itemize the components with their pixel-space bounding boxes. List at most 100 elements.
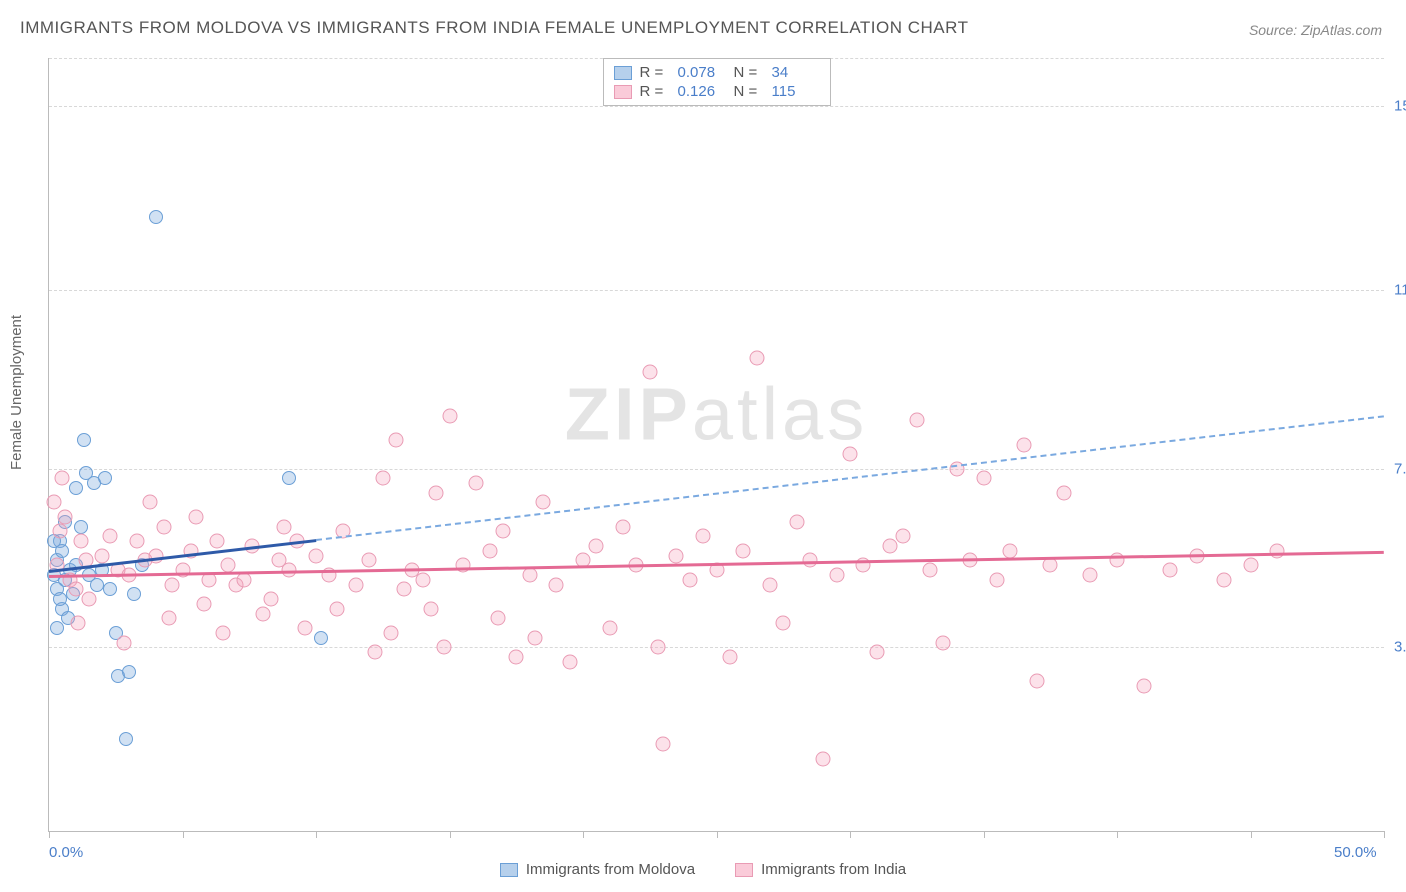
x-tick (49, 831, 50, 838)
scatter-point (482, 543, 497, 558)
scatter-point (843, 447, 858, 462)
scatter-point (74, 534, 89, 549)
scatter-point (69, 481, 83, 495)
scatter-point (1163, 563, 1178, 578)
scatter-point (215, 625, 230, 640)
scatter-point (127, 587, 141, 601)
scatter-point (1243, 558, 1258, 573)
y-tick-label: 7.5% (1386, 460, 1406, 477)
scatter-point (74, 520, 88, 534)
legend-stat-row: R = 0.078 N = 34 (614, 63, 820, 82)
scatter-point (923, 563, 938, 578)
scatter-point (495, 524, 510, 539)
legend-swatch (735, 863, 753, 877)
gridline (49, 469, 1384, 470)
gridline (49, 647, 1384, 648)
x-tick (984, 831, 985, 838)
scatter-point (362, 553, 377, 568)
scatter-point (650, 640, 665, 655)
stat-label: N = (734, 64, 764, 81)
scatter-point (98, 471, 112, 485)
scatter-point (95, 548, 110, 563)
scatter-point (415, 572, 430, 587)
scatter-point (58, 509, 73, 524)
watermark: ZIPatlas (565, 371, 868, 456)
scatter-point (909, 413, 924, 428)
gridline (49, 106, 1384, 107)
x-tick (1384, 831, 1385, 838)
chart-title: IMMIGRANTS FROM MOLDOVA VS IMMIGRANTS FR… (20, 18, 969, 38)
scatter-point (383, 625, 398, 640)
scatter-point (116, 635, 131, 650)
scatter-point (90, 578, 104, 592)
legend-label: Immigrants from Moldova (526, 861, 695, 878)
scatter-point (589, 538, 604, 553)
scatter-point (52, 524, 67, 539)
legend-swatch (500, 863, 518, 877)
stat-r-value: 0.078 (678, 64, 726, 81)
scatter-point (77, 433, 91, 447)
stat-label: R = (640, 64, 670, 81)
scatter-point (276, 519, 291, 534)
scatter-point (696, 529, 711, 544)
scatter-point (82, 592, 97, 607)
scatter-point (936, 635, 951, 650)
stat-n-value: 115 (772, 83, 820, 100)
scatter-point (263, 592, 278, 607)
stat-label: R = (640, 83, 670, 100)
scatter-point (1016, 437, 1031, 452)
x-tick (583, 831, 584, 838)
x-tick (1251, 831, 1252, 838)
scatter-point (162, 611, 177, 626)
scatter-point (442, 408, 457, 423)
scatter-point (330, 601, 345, 616)
legend-stat-row: R =0.126N =115 (614, 82, 820, 101)
scatter-point (119, 732, 133, 746)
scatter-point (389, 432, 404, 447)
scatter-point (149, 210, 163, 224)
scatter-point (789, 514, 804, 529)
scatter-point (1216, 572, 1231, 587)
stat-n-value: 34 (772, 64, 820, 81)
chart-container: Female Unemployment ZIPatlas R =0.078N =… (0, 50, 1406, 892)
scatter-point (53, 592, 67, 606)
scatter-point (469, 476, 484, 491)
x-tick (1117, 831, 1118, 838)
scatter-point (156, 519, 171, 534)
scatter-point (143, 495, 158, 510)
scatter-point (309, 548, 324, 563)
scatter-point (397, 582, 412, 597)
scatter-point (367, 645, 382, 660)
scatter-point (255, 606, 270, 621)
scatter-point (103, 582, 117, 596)
x-tick (450, 831, 451, 838)
scatter-point (616, 519, 631, 534)
x-tick (183, 831, 184, 838)
scatter-point (976, 471, 991, 486)
scatter-point (1083, 567, 1098, 582)
scatter-point (298, 621, 313, 636)
scatter-point (722, 650, 737, 665)
scatter-point (437, 640, 452, 655)
scatter-point (1056, 485, 1071, 500)
y-tick-label: 11.2% (1386, 281, 1406, 298)
x-tick (717, 831, 718, 838)
scatter-point (527, 630, 542, 645)
scatter-point (314, 631, 328, 645)
scatter-point (522, 567, 537, 582)
scatter-point (122, 665, 136, 679)
scatter-point (549, 577, 564, 592)
gridline (49, 290, 1384, 291)
scatter-point (130, 534, 145, 549)
stat-label: N = (734, 83, 764, 100)
legend-stats: R =0.078N =34R =0.126N =115 (603, 58, 831, 106)
x-tick (850, 831, 851, 838)
legend-item: Immigrants from Moldova (500, 861, 695, 878)
scatter-point (509, 650, 524, 665)
scatter-point (989, 572, 1004, 587)
scatter-point (1003, 543, 1018, 558)
scatter-point (682, 572, 697, 587)
scatter-point (642, 365, 657, 380)
legend-swatch (614, 66, 632, 80)
scatter-point (196, 596, 211, 611)
